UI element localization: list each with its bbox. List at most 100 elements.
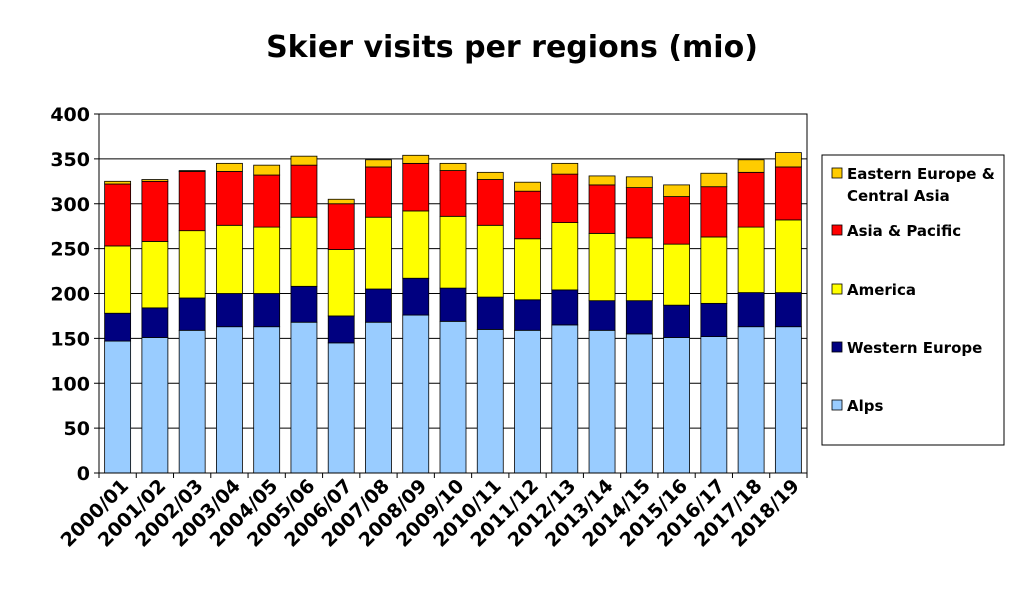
bar-segment: [216, 162, 243, 172]
bar-segment: [216, 224, 243, 294]
bar-segment: [588, 175, 616, 186]
legend-swatch: [831, 399, 843, 411]
legend-swatch: [831, 283, 843, 295]
bar-segment: [141, 179, 169, 182]
legend-label: Alps: [847, 397, 883, 415]
bar-segment: [551, 289, 579, 326]
bar-segment: [104, 312, 132, 342]
bar-segment: [290, 164, 318, 218]
bar-segment: [439, 215, 467, 289]
bar-segment: [476, 328, 504, 474]
y-tick-label: 300: [50, 194, 90, 216]
bar-segment: [290, 155, 318, 166]
plot-area: 0501001502002503003504002000/012001/0220…: [50, 104, 808, 552]
bar-segment: [588, 300, 616, 331]
bar-segment: [737, 326, 765, 474]
bar-segment: [439, 162, 467, 171]
bar-segment: [104, 180, 132, 185]
bar-segment: [141, 337, 169, 474]
bar-segment: [327, 249, 355, 317]
bar-segment: [178, 230, 206, 299]
bar-segment: [663, 243, 690, 306]
bar-segment: [737, 171, 765, 228]
bar-segment: [365, 166, 392, 218]
y-tick-label: 100: [50, 373, 90, 395]
legend: Eastern Europe & Central Asia Asia & Pacif…: [821, 154, 1005, 446]
bar-segment: [178, 297, 206, 331]
legend-label: America: [847, 281, 916, 299]
bar-segment: [514, 329, 541, 474]
bar-segment: [700, 302, 728, 337]
bar-segment: [365, 321, 392, 474]
bar-segment: [588, 184, 616, 234]
bar-segment: [663, 304, 690, 338]
bar-segment: [774, 152, 802, 168]
bar-segment: [253, 326, 281, 474]
bar-segment: [774, 219, 802, 294]
bar-segment: [774, 166, 802, 221]
bar-segment: [141, 241, 169, 309]
bar-segment: [402, 210, 430, 279]
bar-segment: [178, 329, 206, 474]
bar-segment: [402, 277, 430, 316]
bar-segment: [476, 296, 504, 330]
bar-segment: [253, 293, 281, 328]
bar-segment: [141, 180, 169, 242]
bar-segment: [402, 162, 430, 212]
plot-border: [98, 113, 808, 474]
y-tick-label: 0: [77, 463, 90, 485]
bar-segment: [551, 162, 579, 175]
bar-segment: [327, 203, 355, 250]
legend-swatch: [831, 224, 843, 236]
bar-segment: [774, 326, 802, 474]
y-tick-label: 350: [50, 149, 90, 171]
bar-segment: [178, 171, 206, 232]
bar-segment: [439, 320, 467, 474]
bar-segment: [104, 245, 132, 314]
bar-segment: [365, 216, 392, 290]
bar-segment: [663, 196, 690, 245]
legend-swatch: [831, 167, 843, 179]
bar-segment: [625, 300, 653, 335]
legend-label: Asia & Pacific: [847, 222, 961, 240]
bar-segment: [327, 342, 355, 474]
bar-segment: [216, 293, 243, 328]
bar-segment: [700, 236, 728, 304]
bar-segment: [216, 326, 243, 474]
bar-segment: [514, 238, 541, 301]
bar-segment: [514, 181, 541, 192]
bar-segment: [625, 237, 653, 302]
bar-segment: [588, 329, 616, 474]
bar-segment: [663, 337, 690, 474]
legend-label: Eastern Europe & Central Asia: [847, 165, 995, 205]
bar-segment: [737, 159, 765, 173]
bar-segment: [104, 183, 132, 247]
bar-segment: [514, 299, 541, 331]
bar-segment: [290, 285, 318, 323]
bar-segment: [700, 172, 728, 188]
y-tick-label: 50: [64, 418, 90, 440]
bar-segment: [551, 324, 579, 474]
bar-segment: [216, 171, 243, 226]
bar-segment: [737, 226, 765, 293]
legend-label: Western Europe: [847, 339, 982, 357]
bar-segment: [253, 226, 281, 294]
bar-segment: [104, 340, 132, 474]
bar-segment: [327, 315, 355, 344]
legend-box: [821, 154, 1005, 446]
bar-segment: [402, 314, 430, 474]
bar-segment: [290, 321, 318, 474]
y-tick-label: 250: [50, 239, 90, 261]
bar-segment: [700, 186, 728, 238]
bar-segment: [290, 216, 318, 287]
bar-segment: [439, 170, 467, 217]
bar-segment: [551, 222, 579, 291]
bar-segment: [476, 179, 504, 226]
bar-segment: [253, 174, 281, 228]
bar-segment: [178, 170, 206, 172]
bar-segment: [253, 164, 281, 176]
bar-segment: [737, 292, 765, 328]
bar-segment: [514, 190, 541, 240]
bar-segment: [625, 333, 653, 474]
